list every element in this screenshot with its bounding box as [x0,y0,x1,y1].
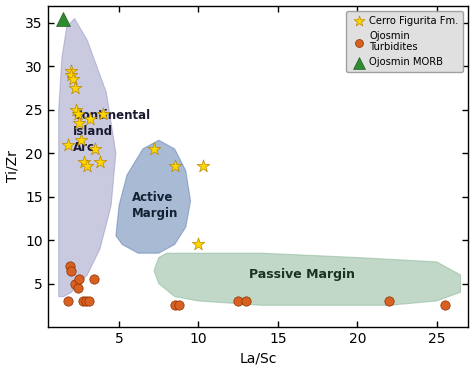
Cerro Figurita Fm. [68,72,75,78]
Ojosmin
Turbidites [75,276,83,282]
Text: Passive Margin: Passive Margin [249,268,355,281]
Ojosmin MORB [60,16,67,22]
Cerro Figurita Fm. [100,111,107,117]
Legend: Cerro Figurita Fm., Ojosmin
Turbidites, Ojosmin MORB: Cerro Figurita Fm., Ojosmin Turbidites, … [346,10,464,72]
Polygon shape [154,253,461,305]
Cerro Figurita Fm. [71,85,78,91]
Ojosmin
Turbidites [79,298,86,304]
Ojosmin
Turbidites [82,298,90,304]
Cerro Figurita Fm. [150,146,158,152]
Ojosmin
Turbidites [68,267,75,273]
Ojosmin
Turbidites [242,298,250,304]
Cerro Figurita Fm. [171,163,178,169]
Cerro Figurita Fm. [80,159,88,165]
Cerro Figurita Fm. [68,68,75,74]
Polygon shape [116,140,191,253]
Cerro Figurita Fm. [91,146,99,152]
Ojosmin
Turbidites [385,298,393,304]
Ojosmin
Turbidites [176,302,183,308]
Cerro Figurita Fm. [77,137,85,143]
Ojosmin
Turbidites [66,263,73,269]
Ojosmin
Turbidites [90,276,98,282]
Cerro Figurita Fm. [96,159,104,165]
X-axis label: La/Sc: La/Sc [239,351,277,365]
Ojosmin
Turbidites [441,302,448,308]
Ojosmin
Turbidites [171,302,178,308]
Ojosmin
Turbidites [234,298,242,304]
Cerro Figurita Fm. [64,142,72,148]
Cerro Figurita Fm. [74,111,82,117]
Ojosmin
Turbidites [85,298,93,304]
Ojosmin
Turbidites [74,285,82,291]
Text: Active
Margin: Active Margin [132,191,178,220]
Ojosmin
Turbidites [71,280,78,286]
Ojosmin
Turbidites [64,298,72,304]
Cerro Figurita Fm. [75,120,83,126]
Cerro Figurita Fm. [73,107,80,113]
Text: Continental
Island
Arc: Continental Island Arc [73,109,150,154]
Cerro Figurita Fm. [195,242,202,247]
Cerro Figurita Fm. [87,115,94,121]
Cerro Figurita Fm. [83,163,91,169]
Polygon shape [59,19,116,297]
Cerro Figurita Fm. [200,163,207,169]
Cerro Figurita Fm. [69,76,77,82]
Y-axis label: Ti/Zr: Ti/Zr [6,150,19,182]
